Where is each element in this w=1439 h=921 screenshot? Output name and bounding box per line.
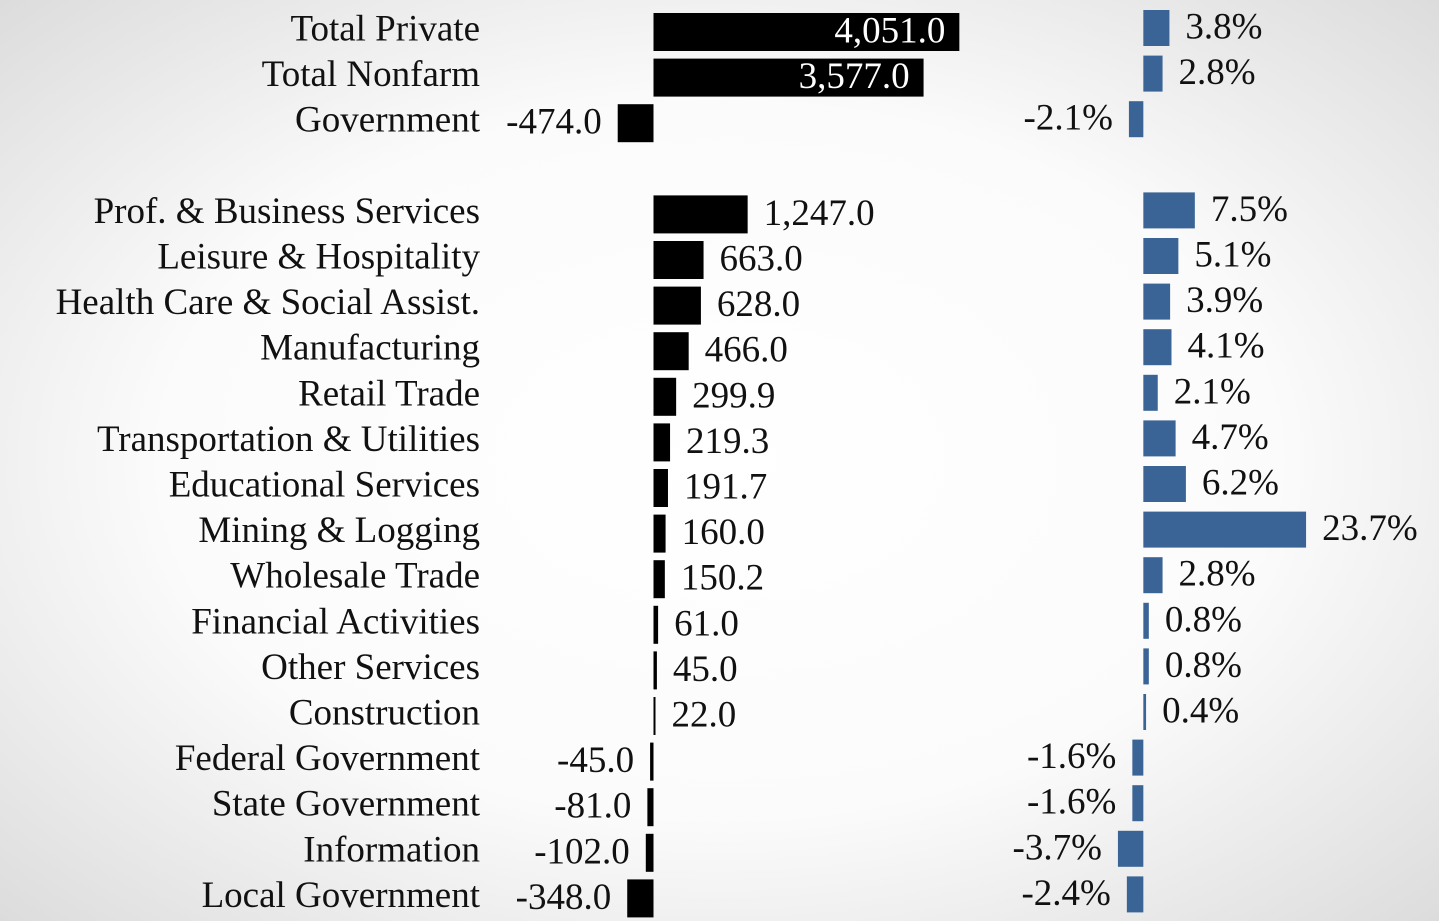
category-label: Prof. & Business Services [94,191,480,232]
value-label: 299.9 [692,375,775,416]
bar [645,833,654,872]
value-label: -81.0 [554,786,631,827]
value-label: 3.8% [1185,6,1262,47]
value-label: 4,051.0 [834,10,945,51]
bar [1143,55,1163,92]
value-label: -1.6% [1027,782,1116,823]
bar [650,742,654,781]
bar [653,286,701,325]
value-label: 2.8% [1179,52,1256,93]
value-label: 191.7 [684,466,767,507]
bar [1143,557,1163,594]
category-label: Wholesale Trade [230,556,480,597]
bar [653,377,677,416]
bar [647,788,654,827]
category-label: Transportation & Utilities [97,419,480,460]
bar [653,195,748,234]
bar [1143,466,1186,502]
value-label: -1.6% [1027,736,1116,777]
category-label: Federal Government [175,738,481,779]
category-label: Manufacturing [260,328,480,369]
category-label: Information [303,829,480,870]
bar [653,241,704,279]
category-label: Financial Activities [191,601,480,642]
bar [653,332,689,371]
category-label: Health Care & Social Assist. [56,282,480,323]
value-label: -3.7% [1013,827,1102,868]
category-label: Leisure & Hospitality [157,236,480,277]
bar [1117,830,1144,867]
bar [653,605,659,644]
bar [1132,739,1144,776]
value-label: 160.0 [682,512,765,553]
bar [1143,694,1147,730]
value-label: 663.0 [720,238,803,279]
category-label: State Government [212,784,481,825]
value-label: 4.1% [1187,326,1264,367]
value-label: 7.5% [1211,189,1288,230]
category-label: Government [295,100,481,141]
bar [653,560,665,599]
bar [1143,420,1176,457]
bar [653,423,671,462]
bar [1143,283,1171,320]
category-label: Construction [289,692,480,733]
bar [653,469,668,507]
bar [617,104,654,143]
bar [1143,192,1195,229]
value-label: -2.1% [1024,98,1113,139]
value-label: -102.0 [534,831,630,872]
bar [653,514,666,553]
bar [1126,876,1144,913]
bar [1143,10,1170,46]
value-label: 3.9% [1186,280,1263,321]
value-label: -45.0 [557,740,634,781]
bar [627,879,654,918]
bar [1143,329,1172,366]
bar [1143,648,1149,685]
value-label: 2.1% [1174,371,1251,412]
value-label: 0.4% [1162,690,1239,731]
category-label: Retail Trade [298,373,480,414]
value-label: 219.3 [686,421,769,462]
value-label: 466.0 [705,330,788,371]
bar [653,13,960,51]
value-label: 1,247.0 [764,193,875,234]
value-label: -474.0 [506,102,602,143]
category-label: Mining & Logging [198,510,480,551]
category-label: Total Nonfarm [262,54,481,95]
bar [1143,238,1179,274]
bar [653,697,656,735]
value-label: 23.7% [1322,508,1418,549]
value-label: 2.8% [1179,554,1256,595]
category-label: Total Private [290,8,480,49]
bar [1143,602,1149,639]
value-label: 22.0 [672,694,737,735]
bar [1143,511,1307,548]
value-label: 5.1% [1194,234,1271,275]
value-label: 0.8% [1165,645,1242,686]
bar [1132,785,1144,822]
category-label: Local Government [202,875,481,916]
value-label: -2.4% [1021,873,1110,914]
bar [1128,101,1144,138]
value-label: -348.0 [516,877,612,918]
value-label: 4.7% [1192,417,1269,458]
bar [1143,374,1158,411]
category-label: Other Services [261,647,480,688]
category-label: Educational Services [169,464,480,505]
bar [653,58,924,97]
value-label: 0.8% [1165,599,1242,640]
value-label: 150.2 [681,558,764,599]
bar [653,651,657,690]
value-label: 628.0 [717,284,800,325]
value-label: 45.0 [673,649,738,690]
value-label: 3,577.0 [799,56,910,97]
value-label: 6.2% [1202,462,1279,503]
value-label: 61.0 [674,603,739,644]
